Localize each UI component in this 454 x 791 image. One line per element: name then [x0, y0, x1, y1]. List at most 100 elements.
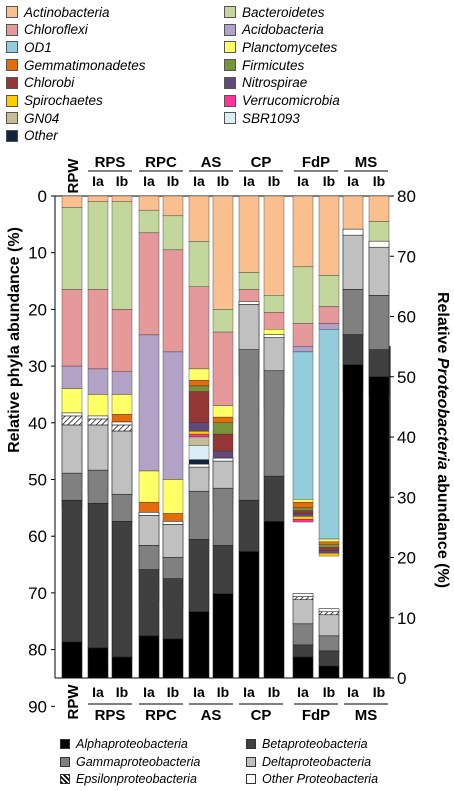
- legend-item-betaproteobacteria: Betaproteobacteria: [246, 736, 368, 752]
- legend-swatch: [6, 6, 18, 18]
- bar-chlorobi: [188, 391, 210, 423]
- bar-alphaproteobacteria: [162, 638, 184, 679]
- bar-planctomycetes: [111, 394, 133, 415]
- bar-other-proteobacteria: [188, 463, 210, 468]
- legend-label: Chloroflexi: [24, 22, 88, 38]
- sub-label-top: Ib: [116, 173, 128, 189]
- bar-planctomycetes: [188, 368, 210, 381]
- group-label-bottom: RPS: [95, 707, 126, 724]
- bar-deltaproteobacteria: [342, 234, 364, 290]
- legend-swatch: [60, 774, 70, 784]
- bar-chloroflexi: [318, 306, 340, 324]
- bar-epsilonproteobacteria: [318, 611, 340, 616]
- legend-label: Other Proteobacteria: [262, 772, 379, 786]
- bar-gammaproteobacteria: [238, 349, 260, 501]
- sub-label-top: Ia: [243, 173, 255, 189]
- group-label-bottom: CP: [251, 707, 272, 724]
- bar-gammaproteobacteria: [162, 557, 184, 579]
- legend-swatch: [246, 756, 256, 767]
- bar-spirochaetes: [188, 431, 210, 435]
- legend-label: Gemmatimonadetes: [24, 57, 146, 73]
- bar-bacteroidetes: [238, 272, 260, 290]
- bar-gemmatimonadetes: [111, 414, 133, 424]
- legend-item-sbr1093: SBR1093: [224, 109, 300, 127]
- bar-bacteroidetes: [61, 207, 83, 290]
- bar-actinobacteria: [138, 195, 160, 211]
- bar-firmicutes: [212, 422, 234, 435]
- bar-gemmatimonadetes: [292, 501, 314, 509]
- legend-swatch: [6, 76, 18, 89]
- legend-swatch: [246, 739, 256, 749]
- bar-deltaproteobacteria: [368, 246, 390, 296]
- bar-firmicutes: [318, 544, 340, 548]
- bar-alphaproteobacteria: [138, 635, 160, 679]
- legend-label: Actinobacteria: [24, 4, 110, 20]
- bar-betaproteobacteria: [162, 578, 184, 640]
- legend-swatch: [224, 94, 236, 107]
- bar-chlorobi: [318, 547, 340, 551]
- bar-betaproteobacteria: [368, 349, 390, 378]
- legend-swatch: [224, 59, 236, 72]
- bar-deltaproteobacteria: [111, 430, 133, 495]
- left-tick-label: 50: [28, 471, 47, 490]
- sub-label-top: Ia: [347, 173, 359, 189]
- bar-gammaproteobacteria: [342, 289, 364, 335]
- legend-swatch: [6, 129, 18, 142]
- bar-bacteroidetes: [87, 201, 109, 290]
- right-tick-label: 40: [397, 428, 416, 447]
- bar-gammaproteobacteria: [188, 490, 210, 540]
- bar-bacteroidetes: [318, 275, 340, 307]
- legend-swatch: [224, 23, 236, 36]
- bar-actinobacteria: [292, 195, 314, 268]
- legend-item-actinobacteria: Actinobacteria: [6, 3, 110, 21]
- bar-nitrospirae: [318, 550, 340, 554]
- sub-label-bottom: Ib: [373, 684, 385, 700]
- sub-label-top: Ib: [217, 173, 229, 189]
- sub-label-bottom: Ia: [193, 684, 205, 700]
- bar-bacteroidetes: [111, 201, 133, 310]
- bar-chloroflexi: [138, 232, 160, 336]
- bar-chloroflexi: [292, 323, 314, 347]
- sub-label-top: Ia: [193, 173, 205, 189]
- bar-acidobacteria: [61, 365, 83, 389]
- bar-deltaproteobacteria: [318, 614, 340, 637]
- left-tick-label: 70: [28, 584, 47, 603]
- left-tick-label: 30: [28, 357, 47, 376]
- sub-label-bottom: Ia: [143, 684, 155, 700]
- legend-bottom: Alphaproteobacteria Betaproteobacteria Gam…: [0, 732, 454, 791]
- bar-other-proteobacteria: [138, 512, 160, 516]
- legend-label: Acidobacteria: [242, 22, 324, 38]
- bar-epsilonproteobacteria: [292, 596, 314, 600]
- bar-gammaproteobacteria: [61, 472, 83, 501]
- bar-epsilonproteobacteria: [87, 418, 109, 426]
- left-tick-label: 10: [28, 244, 47, 263]
- bar-betaproteobacteria: [111, 521, 133, 658]
- legend-item-other-proteobacteria: Other Proteobacteria: [246, 771, 378, 787]
- group-label-top: FdP: [302, 154, 330, 171]
- group-label-bottom: FdP: [302, 707, 330, 724]
- legend-label: Betaproteobacteria: [262, 737, 368, 751]
- legend-item-gn04: GN04: [6, 109, 59, 127]
- group-label-top: RPW: [65, 158, 82, 194]
- bar-chloroflexi: [111, 309, 133, 372]
- right-axis-title-pre: Relative: [434, 292, 451, 358]
- sub-label-bottom: Ib: [167, 684, 179, 700]
- bar-actinobacteria: [111, 195, 133, 202]
- sub-label-bottom: Ib: [116, 684, 128, 700]
- bar-sbr1093: [188, 445, 210, 460]
- bar-epsilonproteobacteria: [111, 424, 133, 432]
- bar-spirochaetes: [292, 516, 314, 520]
- bar-acidobacteria: [162, 351, 184, 480]
- group-label-top: AS: [201, 154, 222, 171]
- bar-actinobacteria: [368, 195, 390, 222]
- legend-swatch: [60, 739, 70, 749]
- bar-bacteroidetes: [292, 266, 314, 324]
- legend-label: Epsilonproteobacteria: [76, 772, 197, 786]
- bar-deltaproteobacteria: [263, 337, 285, 372]
- bar-gammaproteobacteria: [87, 469, 109, 504]
- right-tick-label: 20: [397, 549, 416, 568]
- bar-nitrospirae: [188, 422, 210, 432]
- bar-acidobacteria: [292, 346, 314, 353]
- legend-item-firmicutes: Firmicutes: [224, 56, 304, 74]
- legend-item-acidobacteria: Acidobacteria: [224, 21, 324, 39]
